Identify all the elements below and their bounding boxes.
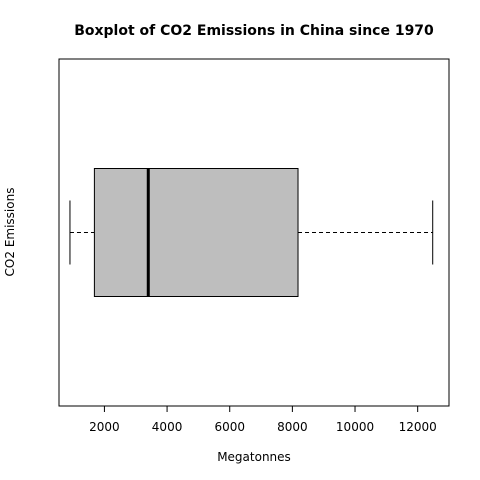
x-tick-label: 2000 [89, 420, 120, 434]
plot-frame [58, 58, 450, 407]
box-marks [69, 168, 434, 297]
x-axis-ticks: 2000 4000 6000 8000 10000 12000 [89, 406, 437, 434]
x-tick-label: 6000 [214, 420, 245, 434]
x-tick-label: 10000 [336, 420, 374, 434]
x-tick-label: 8000 [277, 420, 308, 434]
x-tick-label: 12000 [399, 420, 437, 434]
y-axis-label: CO2 Emissions [3, 188, 17, 277]
x-tick-label: 4000 [152, 420, 183, 434]
interquartile-box [93, 168, 299, 297]
chart-title: Boxplot of CO2 Emissions in China since … [74, 23, 434, 39]
x-axis-label: Megatonnes [217, 450, 291, 464]
